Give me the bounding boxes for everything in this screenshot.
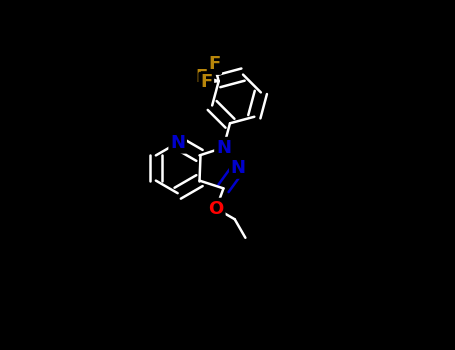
Text: N: N — [170, 134, 185, 152]
Text: F: F — [196, 68, 208, 85]
Text: F: F — [208, 55, 220, 73]
Text: O: O — [208, 199, 224, 217]
Text: F: F — [200, 74, 212, 91]
Text: N: N — [231, 159, 246, 177]
Text: N: N — [216, 139, 231, 156]
